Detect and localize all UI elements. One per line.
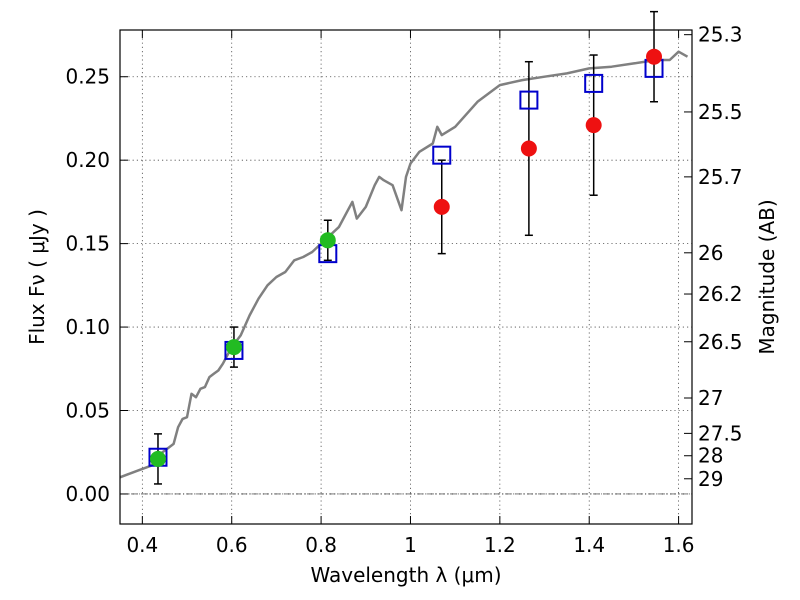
x-tick-label: 0.6	[216, 533, 248, 557]
x-tick-label: 0.4	[126, 533, 158, 557]
y2-tick-label: 27.5	[698, 421, 743, 445]
y-tick-label: 0.15	[65, 232, 110, 256]
y2-axis-label: Magnitude (AB)	[755, 199, 779, 354]
y2-tick-label: 25.3	[698, 23, 743, 47]
y-axis-label: Flux Fν ( μJy )	[25, 209, 49, 345]
observed-point-red	[585, 117, 602, 134]
y2-tick-label: 25.5	[698, 100, 743, 124]
y2-tick-label: 28	[698, 444, 723, 468]
y2-tick-label: 26.2	[698, 282, 743, 306]
model-band-square	[519, 90, 539, 110]
y-tick-label: 0.20	[65, 148, 110, 172]
grid-layer	[120, 30, 692, 524]
y2-tick-label: 25.7	[698, 165, 743, 189]
y2-tick-label: 29	[698, 467, 723, 491]
observed-point-green	[319, 232, 336, 249]
x-tick-label: 1.2	[484, 533, 516, 557]
observed-point-red	[520, 140, 537, 157]
observed-point-red	[433, 198, 450, 215]
x-ticks-layer: 0.4 0.6 0.8 1 1.2 1.4 1.6	[126, 30, 695, 557]
y2-tick-label: 26	[698, 241, 723, 265]
y-tick-label: 0.25	[65, 65, 110, 89]
y-tick-label: 0.00	[65, 482, 110, 506]
x-tick-label: 1	[404, 533, 417, 557]
observed-point-red	[646, 48, 663, 65]
model-band-square	[432, 145, 452, 165]
marker-layer	[148, 48, 664, 467]
y2-tick-label: 27	[698, 386, 723, 410]
y-tick-label: 0.05	[65, 399, 110, 423]
model-band-square	[584, 73, 604, 93]
observed-point-green	[149, 450, 166, 467]
plot-frame	[119, 29, 693, 525]
y-ticks-layer: 0.00 0.05 0.10 0.15 0.20 0.25	[65, 65, 128, 506]
x-tick-label: 1.6	[663, 533, 695, 557]
model-spectrum-line	[119, 50, 689, 479]
spectrum-layer	[119, 50, 689, 479]
errorbar-layer	[153, 10, 659, 485]
y-tick-label: 0.10	[65, 315, 110, 339]
y2-tick-label: 26.5	[698, 330, 743, 354]
x-tick-label: 0.8	[305, 533, 337, 557]
x-axis-label: Wavelength λ (μm)	[310, 563, 501, 587]
x-tick-label: 1.4	[573, 533, 605, 557]
observed-point-green	[225, 339, 242, 356]
